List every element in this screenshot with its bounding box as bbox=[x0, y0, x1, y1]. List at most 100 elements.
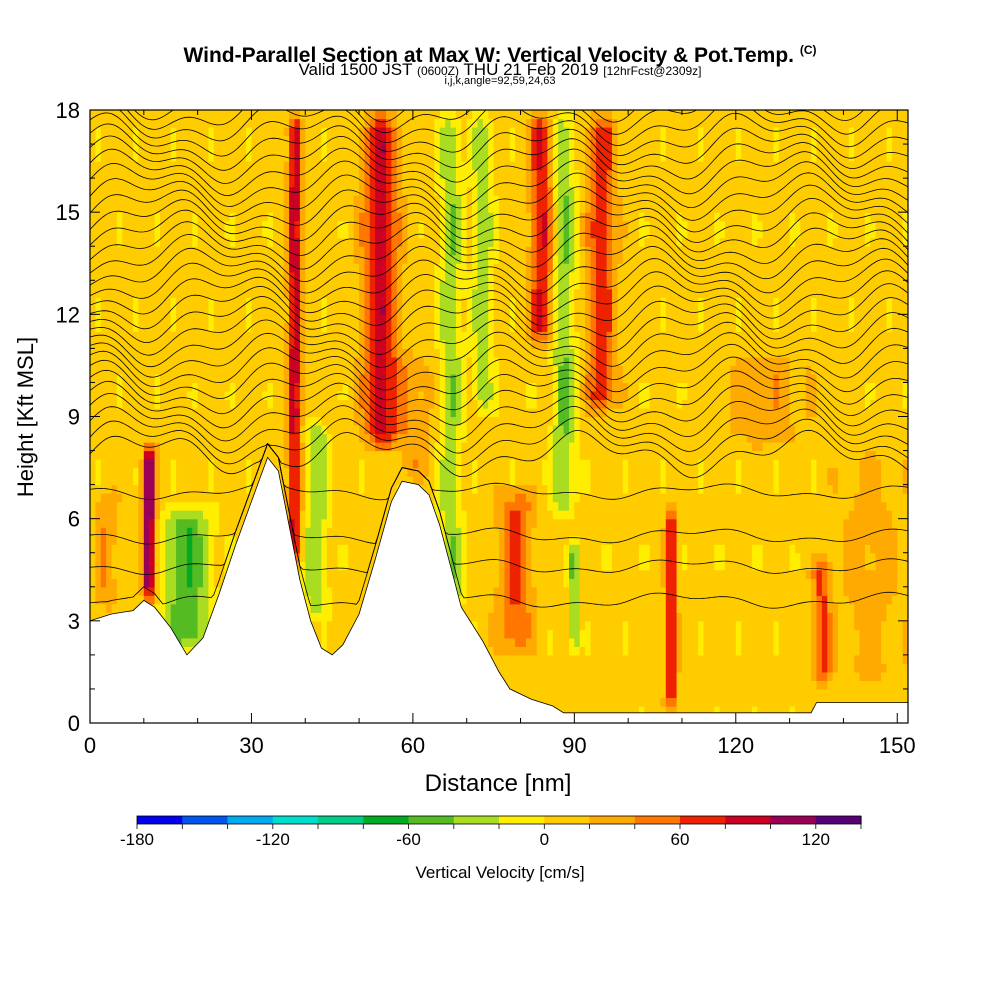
velocity-cell bbox=[434, 254, 441, 264]
velocity-cell bbox=[423, 169, 430, 179]
velocity-cell bbox=[197, 195, 204, 205]
velocity-cell bbox=[423, 467, 430, 477]
velocity-cell bbox=[176, 229, 183, 239]
velocity-cell bbox=[149, 510, 156, 520]
velocity-cell bbox=[434, 331, 441, 341]
velocity-cell bbox=[337, 416, 344, 426]
velocity-cell bbox=[375, 348, 382, 358]
velocity-cell bbox=[219, 212, 226, 222]
velocity-cell bbox=[337, 603, 344, 613]
velocity-cell bbox=[418, 169, 425, 179]
velocity-cell bbox=[316, 288, 322, 298]
velocity-cell bbox=[127, 416, 134, 426]
velocity-cell bbox=[332, 518, 339, 528]
velocity-cell bbox=[353, 425, 360, 435]
velocity-cell bbox=[116, 450, 123, 460]
velocity-cell bbox=[332, 527, 339, 537]
velocity-cell bbox=[299, 535, 306, 545]
velocity-cell bbox=[262, 365, 269, 375]
velocity-cell bbox=[337, 433, 344, 443]
velocity-cell bbox=[240, 237, 247, 247]
velocity-cell bbox=[391, 110, 398, 120]
velocity-cell bbox=[283, 195, 290, 205]
velocity-cell bbox=[246, 501, 253, 511]
velocity-cell bbox=[294, 459, 301, 469]
velocity-cell bbox=[90, 535, 96, 545]
velocity-cell bbox=[283, 305, 290, 315]
velocity-cell bbox=[359, 254, 366, 264]
velocity-cell bbox=[246, 442, 253, 452]
velocity-cell bbox=[116, 280, 123, 290]
velocity-cell bbox=[95, 442, 102, 452]
velocity-cell bbox=[111, 527, 118, 537]
velocity-cell bbox=[353, 314, 360, 324]
velocity-cell bbox=[348, 518, 355, 528]
velocity-cell bbox=[106, 169, 113, 179]
velocity-cell bbox=[208, 169, 215, 179]
velocity-cell bbox=[122, 391, 129, 401]
velocity-cell bbox=[332, 510, 339, 520]
velocity-cell bbox=[165, 229, 172, 239]
velocity-cell bbox=[143, 442, 150, 452]
velocity-cell bbox=[348, 612, 355, 622]
velocity-cell bbox=[310, 501, 317, 511]
velocity-cell bbox=[116, 161, 123, 171]
velocity-cell bbox=[278, 135, 285, 145]
velocity-cell bbox=[310, 569, 317, 579]
velocity-cell bbox=[143, 493, 150, 503]
velocity-cell bbox=[246, 476, 253, 486]
velocity-cell bbox=[208, 195, 215, 205]
velocity-cell bbox=[369, 280, 376, 290]
velocity-cell bbox=[256, 118, 263, 128]
velocity-cell bbox=[273, 373, 279, 383]
velocity-cell bbox=[116, 229, 123, 239]
velocity-cell bbox=[240, 229, 247, 239]
velocity-cell bbox=[143, 246, 150, 256]
velocity-cell bbox=[213, 331, 220, 341]
velocity-cell bbox=[186, 467, 193, 477]
velocity-cell bbox=[143, 339, 150, 349]
velocity-cell bbox=[224, 186, 231, 196]
velocity-cell bbox=[342, 527, 349, 537]
velocity-cell bbox=[106, 135, 113, 145]
velocity-cell bbox=[283, 484, 290, 494]
velocity-cell bbox=[380, 186, 387, 196]
velocity-cell bbox=[143, 484, 150, 494]
velocity-cell bbox=[348, 510, 355, 520]
velocity-cell bbox=[289, 305, 296, 315]
velocity-cell bbox=[116, 459, 123, 469]
velocity-cell bbox=[321, 331, 328, 341]
velocity-cell bbox=[316, 501, 322, 511]
velocity-cell bbox=[299, 544, 306, 554]
velocity-cell bbox=[170, 518, 177, 528]
velocity-cell bbox=[450, 399, 457, 409]
velocity-cell bbox=[332, 339, 339, 349]
velocity-cell bbox=[418, 348, 425, 358]
velocity-cell bbox=[402, 365, 409, 375]
velocity-cell bbox=[235, 442, 242, 452]
velocity-cell bbox=[423, 356, 430, 366]
velocity-cell bbox=[106, 186, 113, 196]
velocity-cell bbox=[251, 144, 258, 154]
velocity-cell bbox=[299, 425, 306, 435]
velocity-cell bbox=[353, 484, 360, 494]
velocity-cell bbox=[359, 118, 366, 128]
velocity-cell bbox=[90, 459, 96, 469]
velocity-cell bbox=[348, 169, 355, 179]
velocity-cell bbox=[294, 467, 301, 477]
velocity-cell bbox=[197, 305, 204, 315]
velocity-cell bbox=[203, 220, 209, 230]
valid-z: (0600Z) bbox=[416, 64, 459, 78]
velocity-cell bbox=[267, 127, 274, 137]
velocity-cell bbox=[262, 373, 269, 383]
velocity-cell bbox=[235, 425, 242, 435]
velocity-cell bbox=[326, 450, 333, 460]
velocity-cell bbox=[283, 467, 290, 477]
velocity-cell bbox=[455, 518, 462, 528]
velocity-cell bbox=[364, 203, 371, 213]
velocity-cell bbox=[461, 603, 468, 613]
velocity-cell bbox=[203, 254, 209, 264]
velocity-cell bbox=[273, 288, 279, 298]
velocity-cell bbox=[229, 339, 236, 349]
velocity-cell bbox=[100, 408, 107, 418]
